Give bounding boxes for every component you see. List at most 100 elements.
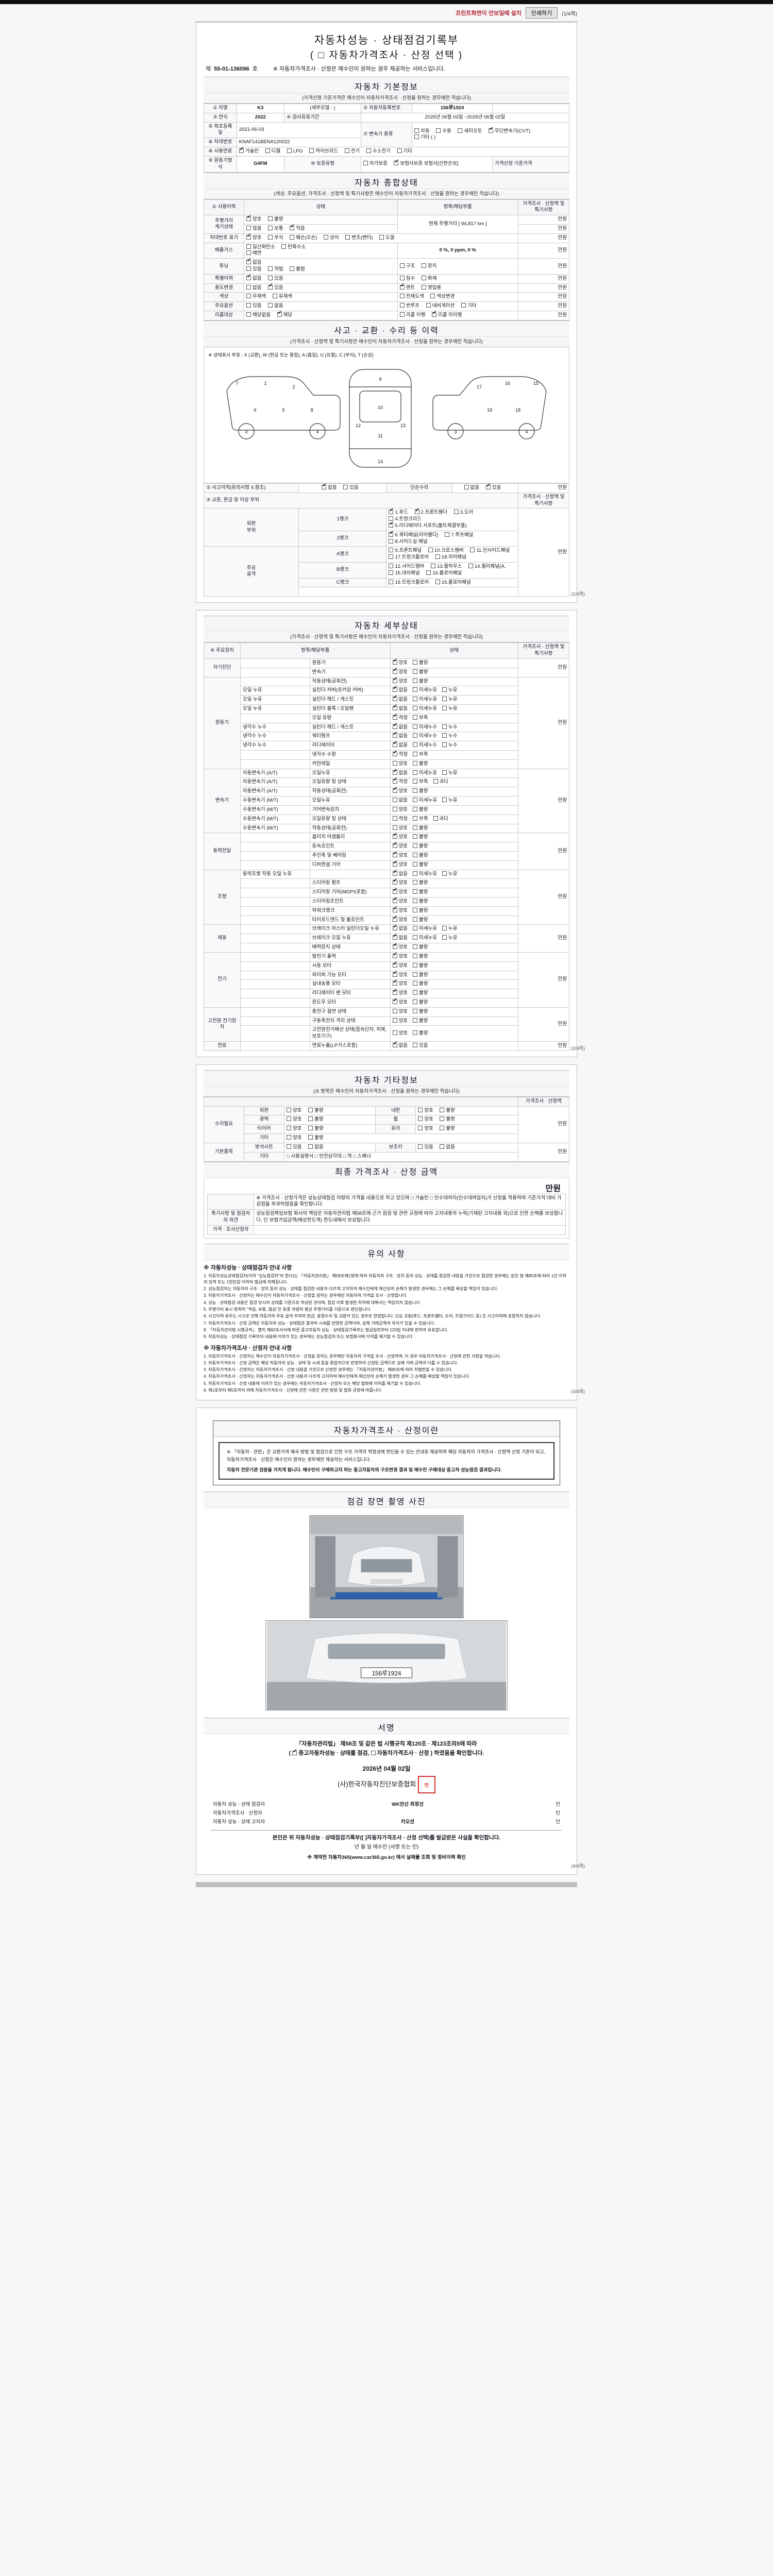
opt-양호[interactable]: 양호 xyxy=(392,851,408,859)
opt-양호[interactable]: 양호 xyxy=(392,961,408,970)
opt-exist[interactable]: 있음 xyxy=(246,303,261,310)
opt-없음[interactable]: 없음 xyxy=(392,704,408,713)
opt-누유[interactable]: 누유 xyxy=(442,935,458,942)
opt-양호[interactable]: 양호 xyxy=(392,1030,408,1037)
opt-side-sill[interactable]: 8.사이드실 패널 xyxy=(389,538,428,546)
opt-recall-done[interactable]: 리콜 이행 xyxy=(399,312,425,319)
warranty-opt-self[interactable]: 자가보증 xyxy=(363,161,388,167)
opt-미세누유[interactable]: 미세누유 xyxy=(413,687,437,694)
opt-불량[interactable]: 불량 xyxy=(413,944,428,951)
opt-불량[interactable]: 불량 xyxy=(413,659,428,667)
opt-bad[interactable]: 불량 xyxy=(308,1116,324,1123)
opt-불량[interactable]: 불량 xyxy=(413,1030,428,1037)
opt-rent[interactable]: 렌트 xyxy=(399,283,415,292)
opt-exist[interactable]: 있음 xyxy=(485,483,501,492)
opt-good[interactable]: 양호 xyxy=(286,1126,301,1132)
trans-opt-cvt[interactable]: 무단변속기(CVT) xyxy=(488,127,530,135)
opt-미세누유[interactable]: 미세누유 xyxy=(413,871,437,878)
opt-불량[interactable]: 불량 xyxy=(413,806,428,814)
fuel-opt-lpg[interactable]: LPG xyxy=(287,148,303,155)
opt-good[interactable]: 양호 xyxy=(418,1126,433,1132)
opt-illegal[interactable]: 불법 xyxy=(290,266,305,273)
opt-없음[interactable]: 없음 xyxy=(392,1041,408,1049)
opt-양호[interactable]: 양호 xyxy=(392,1008,408,1015)
opt-device[interactable]: 장치 xyxy=(421,263,436,270)
opt-양호[interactable]: 양호 xyxy=(392,906,408,914)
opt-양호[interactable]: 양호 xyxy=(392,878,408,887)
opt-불량[interactable]: 불량 xyxy=(413,907,428,914)
checkbox-price-survey[interactable] xyxy=(371,1751,376,1756)
opt-door[interactable]: 3.도어 xyxy=(453,510,473,516)
opt-none[interactable]: 없음 xyxy=(322,483,337,492)
opt-normal[interactable]: 보통 xyxy=(268,225,283,232)
opt-different[interactable]: 상이 xyxy=(324,234,339,242)
opt-structure[interactable]: 구조 xyxy=(399,263,415,270)
opt-양호[interactable]: 양호 xyxy=(392,677,408,685)
opt-없음[interactable]: 없음 xyxy=(392,741,408,749)
opt-front-fender[interactable]: 2.프론트휀더 xyxy=(414,508,447,516)
fuel-opt-hybrid[interactable]: 하이브리드 xyxy=(309,148,338,155)
opt-불량[interactable]: 불량 xyxy=(413,669,428,676)
opt-other[interactable]: 기타 xyxy=(461,303,476,310)
opt-불량[interactable]: 불량 xyxy=(413,981,428,988)
opt-불량[interactable]: 불량 xyxy=(413,990,428,997)
opt-fullpaint[interactable]: 전체도색 xyxy=(399,294,424,300)
opt-hc[interactable]: 탄화수소 xyxy=(281,244,306,251)
opt-none[interactable]: 없음 xyxy=(308,1144,324,1151)
opt-적정[interactable]: 적정 xyxy=(392,777,408,786)
opt-na[interactable]: 해당없음 xyxy=(246,312,271,319)
opt-radiator-support[interactable]: 5.라디에이터 서포트(볼트체결부품) xyxy=(389,521,467,530)
opt-exist[interactable]: 있음 xyxy=(418,1144,433,1151)
opt-미세누수[interactable]: 미세누수 xyxy=(413,724,437,731)
print-button[interactable]: 인쇄하기 xyxy=(525,7,558,19)
opt-none[interactable]: 없음 xyxy=(464,484,479,492)
opt-many[interactable]: 많음 xyxy=(246,225,261,232)
opt-적정[interactable]: 적정 xyxy=(392,816,408,823)
opt-양호[interactable]: 양호 xyxy=(392,658,408,667)
opt-누유[interactable]: 누유 xyxy=(442,770,458,777)
opt-부족[interactable]: 부족 xyxy=(413,752,428,758)
opt-불량[interactable]: 불량 xyxy=(413,861,428,869)
opt-미세누수[interactable]: 미세누수 xyxy=(413,733,437,740)
opt-양호[interactable]: 양호 xyxy=(392,897,408,905)
opt-floor-panel-c[interactable]: 16.플로어패널 xyxy=(435,579,471,586)
opt-양호[interactable]: 양호 xyxy=(392,833,408,841)
opt-good[interactable]: 양호 xyxy=(418,1107,433,1114)
opt-누수[interactable]: 누수 xyxy=(442,733,458,740)
opt-없음[interactable]: 없음 xyxy=(392,769,408,777)
opt-recall-notdone[interactable]: 리콜 미이행 xyxy=(432,311,462,319)
opt-누수[interactable]: 누수 xyxy=(442,724,458,731)
opt-colorchange[interactable]: 색상변경 xyxy=(430,294,455,300)
opt-불량[interactable]: 불량 xyxy=(413,880,428,887)
opt-양호[interactable]: 양호 xyxy=(392,760,408,768)
opt-불량[interactable]: 불량 xyxy=(413,889,428,896)
opt-양호[interactable]: 양호 xyxy=(392,1018,408,1025)
fuel-opt-hydrogen[interactable]: 수소전기 xyxy=(366,148,391,155)
opt-good[interactable]: 양호 xyxy=(286,1116,301,1123)
opt-good[interactable]: 양호 xyxy=(246,233,261,242)
opt-floor-panel[interactable]: 16.플로어패널 xyxy=(426,570,462,577)
opt-불량[interactable]: 불량 xyxy=(413,953,428,960)
opt-none[interactable]: 없음 xyxy=(246,284,261,292)
opt-side-member[interactable]: 12.사이드멤버 xyxy=(389,564,424,570)
opt-exist[interactable]: 있음 xyxy=(343,484,359,492)
opt-누유[interactable]: 누유 xyxy=(442,798,458,804)
opt-bad[interactable]: 불량 xyxy=(308,1126,324,1132)
opt-front-panel[interactable]: 9.프론트패널 xyxy=(389,548,422,554)
opt-none[interactable]: 없음 xyxy=(440,1144,455,1151)
opt-미세누유[interactable]: 미세누유 xyxy=(413,935,437,942)
opt-pillar-panel[interactable]: 14.필러패널(A, xyxy=(468,564,506,570)
opt-bad[interactable]: 불량 xyxy=(308,1135,324,1142)
opt-없음[interactable]: 없음 xyxy=(392,723,408,731)
opt-양호[interactable]: 양호 xyxy=(392,998,408,1006)
trans-opt-auto[interactable]: 자동 xyxy=(414,128,430,135)
opt-trunk-floor[interactable]: 17.트렁크플로어 xyxy=(389,554,429,561)
opt-exist[interactable]: 있음 xyxy=(246,266,261,273)
opt-누수[interactable]: 누수 xyxy=(442,742,458,749)
opt-none[interactable]: 없음 xyxy=(246,258,261,266)
opt-good[interactable]: 양호 xyxy=(246,215,261,223)
opt-부족[interactable]: 부족 xyxy=(413,715,428,722)
opt-good[interactable]: 양호 xyxy=(286,1135,301,1142)
warranty-opt-insurer[interactable]: 보험사보증 보험사[신한손보] xyxy=(394,159,458,167)
opt-good[interactable]: 양호 xyxy=(418,1116,433,1123)
